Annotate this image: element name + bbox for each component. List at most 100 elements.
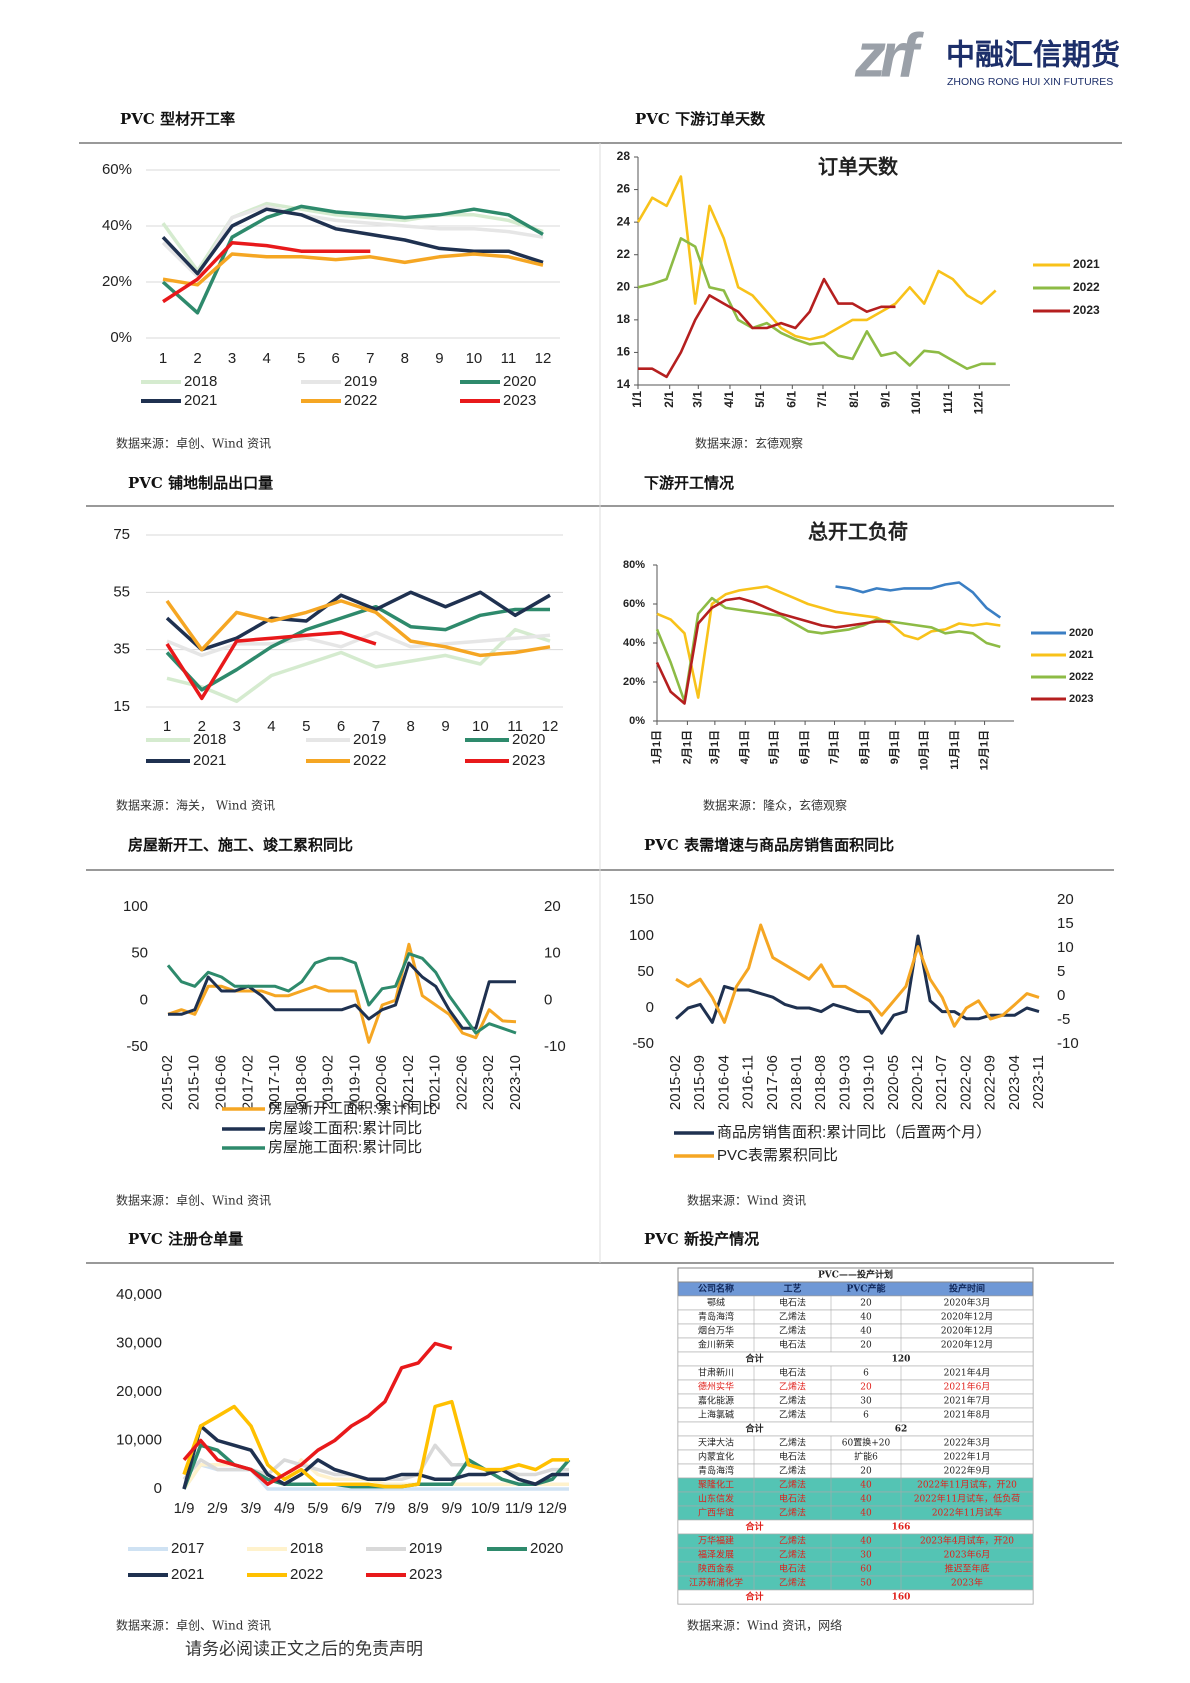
x-tick-label: 2015-02	[159, 1055, 176, 1110]
table-cell: 2022年11月试车，开20	[917, 1479, 1017, 1491]
x-tick-label: 10/9	[471, 1500, 500, 1517]
series-line	[165, 590, 551, 652]
y-tick-label: -50	[126, 1038, 148, 1055]
x-tick-label: 11	[507, 718, 523, 735]
table-cell: 电石法	[779, 1339, 806, 1351]
table-title: PVC——投产计划	[818, 1269, 893, 1281]
legend-label: 2021	[1073, 257, 1100, 271]
x-tick-label: 2020-12	[909, 1055, 926, 1110]
series-line	[166, 627, 551, 704]
y-tick-label: 100	[629, 927, 654, 944]
series-line	[182, 1399, 569, 1489]
series-line	[655, 596, 1001, 703]
legend-label: 2023	[409, 1566, 442, 1583]
legend-label: 2021	[184, 392, 217, 409]
y-tick-label: 0	[646, 999, 654, 1016]
x-tick-label: 2017-02	[239, 1055, 256, 1110]
y-tick-label: 100	[123, 898, 148, 915]
table-row	[677, 1589, 1034, 1605]
x-tick-label: 2019-02	[320, 1055, 337, 1110]
footer: 请务必阅读正文之后的免责声明	[185, 1640, 423, 1660]
legend-label: 2021	[193, 752, 226, 769]
y-tick-label: 55	[113, 583, 130, 600]
table-cell: 内蒙宜化	[698, 1451, 734, 1463]
x-tick-label: 9	[441, 718, 449, 735]
x-tick-label: 2021-07	[933, 1055, 950, 1110]
table-row	[677, 1351, 1034, 1367]
x-tick-label: 3月1日	[708, 730, 721, 764]
legend-label: 2023	[1073, 303, 1100, 317]
chart-source: 数据来源：Wind 资讯	[687, 1193, 806, 1208]
table-cell: 40	[860, 1313, 872, 1323]
series-line	[167, 942, 517, 1044]
x-tick-label: 6/9	[341, 1500, 362, 1517]
table-cell: 扩能6	[854, 1451, 878, 1463]
legend-label: 2018	[184, 373, 217, 390]
table-cell: 乙烯法	[779, 1479, 806, 1491]
x-tick-label: 8/9	[408, 1500, 429, 1517]
x-tick-label: 2018-08	[812, 1055, 829, 1110]
table-row	[677, 1421, 1034, 1437]
table-cell: 20	[860, 1299, 872, 1309]
table-cell: 乙烯法	[779, 1325, 806, 1337]
x-tick-label: 12/9	[538, 1500, 567, 1517]
series-line	[165, 630, 377, 701]
table-header-cell: 工艺	[783, 1283, 801, 1295]
table-cell: 50	[860, 1579, 872, 1589]
table-cell: 40	[860, 1481, 872, 1491]
chart-inner-title: 订单天数	[818, 155, 899, 179]
table-total-label: 合计	[745, 1521, 763, 1533]
x-tick-label: 9/1	[879, 391, 893, 408]
table-cell: 乙烯法	[779, 1409, 806, 1421]
logo-mark: zrf	[854, 21, 924, 90]
y-tick-label: 20,000	[116, 1383, 162, 1400]
chart-title: PVC 注册仓单量	[128, 1230, 243, 1248]
table-section-title: PVC 新投产情况	[644, 1230, 759, 1248]
y-tick-label: 14	[617, 377, 631, 391]
table-cell: 2023年6月	[944, 1549, 991, 1561]
table-cell: 乙烯法	[779, 1395, 806, 1407]
legend-label: 2019	[353, 731, 386, 748]
chart-source: 数据来源：海关， Wind 资讯	[116, 798, 275, 813]
x-tick-label: 2022-06	[453, 1055, 470, 1110]
x-tick-label: 5	[297, 350, 305, 367]
x-tick-label: 2017-06	[764, 1055, 781, 1110]
table-cell: 电石法	[779, 1493, 806, 1505]
chart-source: 数据来源：隆众，玄德观察	[703, 798, 847, 813]
x-tick-label: 10月1日	[918, 730, 931, 770]
table-cell: 30	[860, 1551, 872, 1561]
table-total-label: 合计	[745, 1591, 763, 1603]
table-cell: 福泽发展	[698, 1549, 734, 1561]
y-tick-label: 24	[617, 214, 631, 228]
table-cell: 乙烯法	[779, 1465, 806, 1477]
table-cell: 40	[860, 1495, 872, 1505]
table-cell: 乙烯法	[779, 1381, 806, 1393]
y-tick-label: 35	[113, 641, 130, 658]
series-line	[168, 961, 516, 1030]
table-cell: 40	[860, 1327, 872, 1337]
table-total-value: 166	[892, 1523, 911, 1533]
series-line	[161, 207, 544, 276]
legend-label: 2022	[353, 752, 386, 769]
x-tick-label: 7	[366, 350, 374, 367]
table-cell: 2022年11月试车，低负荷	[914, 1493, 1020, 1505]
table-cell: 上海氯碱	[698, 1409, 734, 1421]
y2-tick-label: 20	[544, 898, 561, 915]
y-tick-label: 10,000	[116, 1431, 162, 1448]
x-tick-label: 1	[163, 718, 171, 735]
x-tick-label: 2015-10	[186, 1055, 203, 1110]
table-cell: 2022年3月	[944, 1437, 991, 1449]
legend-label: 房屋新开工面积:累计同比	[268, 1100, 437, 1117]
x-tick-label: 12	[542, 718, 559, 735]
x-tick-label: 11	[501, 350, 517, 367]
series-line	[655, 596, 891, 705]
table-cell: 20	[860, 1341, 872, 1351]
y2-tick-label: 20	[1057, 891, 1074, 908]
x-tick-label: 2023-04	[1006, 1055, 1023, 1110]
x-tick-label: 12	[535, 350, 552, 367]
table-cell: 2020年12月	[941, 1339, 993, 1351]
legend-label: 2018	[290, 1540, 323, 1557]
y2-tick-label: 5	[1057, 963, 1065, 980]
table-cell: 鄂绒	[707, 1297, 725, 1309]
table-cell: 2022年1月	[944, 1451, 991, 1463]
